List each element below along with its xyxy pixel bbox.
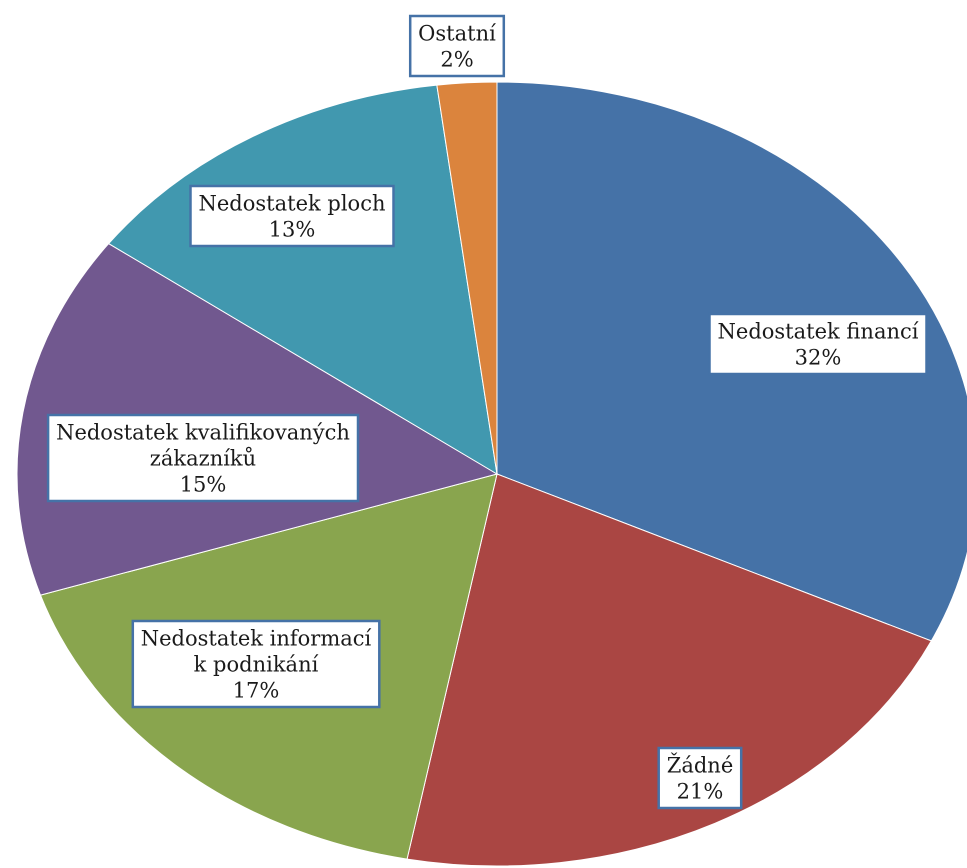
data-label-value: 15% bbox=[180, 472, 227, 496]
data-label-value: 32% bbox=[795, 345, 842, 369]
data-label-box bbox=[657, 746, 743, 810]
data-label-name: Ostatní bbox=[418, 21, 496, 45]
data-label-value: 17% bbox=[233, 678, 280, 702]
data-label-name: k podnikání bbox=[194, 652, 319, 676]
data-label-name: Žádné bbox=[667, 753, 734, 777]
pie-slices bbox=[16, 81, 967, 867]
data-label-name: Nedostatek kvalifikovaných bbox=[56, 420, 350, 444]
data-label-box bbox=[408, 14, 506, 78]
data-label-box bbox=[708, 312, 928, 376]
pie-slice bbox=[406, 473, 933, 867]
data-label-name: Nedostatek informací bbox=[141, 626, 372, 650]
data-label-name: Nedostatek ploch bbox=[199, 191, 386, 215]
data-label-value: 2% bbox=[440, 47, 473, 71]
data-label-value: 13% bbox=[269, 217, 316, 241]
data-label-value: 21% bbox=[677, 779, 724, 803]
pie-slice bbox=[107, 84, 498, 475]
data-label-name: zákazníků bbox=[150, 446, 256, 470]
data-label-box bbox=[46, 413, 360, 503]
pie-slice bbox=[436, 81, 498, 475]
data-label-box bbox=[189, 184, 395, 248]
data-label-name: Nedostatek financí bbox=[718, 319, 919, 343]
data-label-box bbox=[131, 619, 381, 709]
